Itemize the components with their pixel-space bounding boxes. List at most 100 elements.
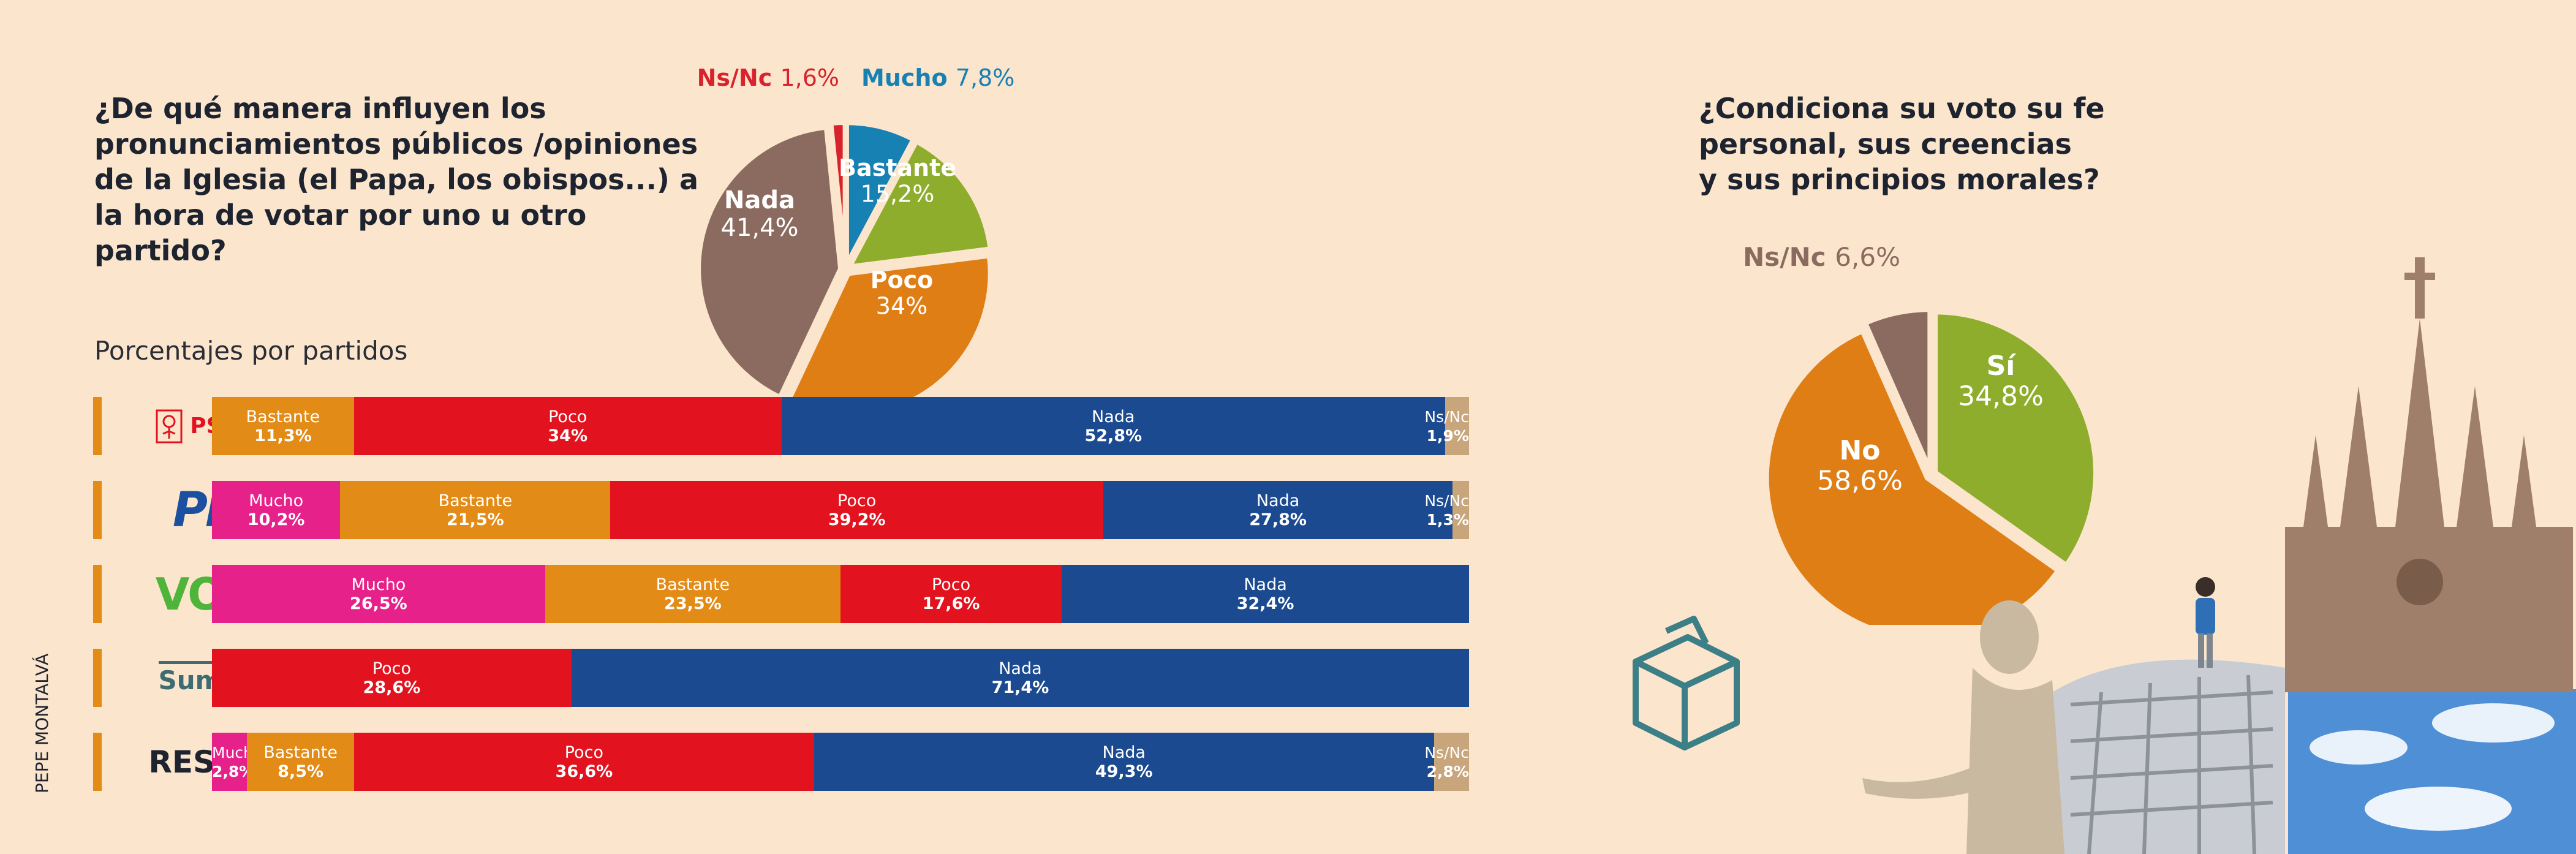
svg-text:Poco: Poco xyxy=(871,266,934,293)
psoe-rose-icon xyxy=(156,409,183,443)
bar-segment-nada: Nada 52,8% xyxy=(781,397,1445,455)
ballot-box-icon xyxy=(1633,616,1740,750)
pie-slice-s xyxy=(1933,309,2099,569)
bar-accent xyxy=(93,481,102,539)
question2-line: ¿Condiciona su voto su fe xyxy=(1699,92,2105,125)
svg-text:Sí: Sí xyxy=(1987,350,2017,382)
segment-label: Poco xyxy=(564,743,603,762)
bar-segment-poco: Poco 39,2% xyxy=(610,481,1103,539)
bar-row-vox: VOX Mucho 26,5% Bastante 23,5% Poco 17,6% Nada… xyxy=(93,565,1469,623)
bar-track: Bastante 11,3% Poco 34% Nada 52,8% Ns/Nc 1,9% xyxy=(212,397,1469,455)
bar-segment-mucho: Mucho 2,8% xyxy=(212,733,262,791)
segment-value: 8,5% xyxy=(278,761,324,781)
segment-value: 28,6% xyxy=(363,678,421,697)
bar-segment-mucho: Mucho 10,2% xyxy=(212,481,341,539)
cloud-icon xyxy=(2365,787,2512,831)
bar-segment-bastante: Bastante 21,5% xyxy=(340,481,611,539)
segment-label: Ns/Nc xyxy=(1424,491,1469,510)
segment-label: Bastante xyxy=(655,575,730,594)
segment-value: 34% xyxy=(548,426,588,445)
bar-segment-poco: Poco 36,6% xyxy=(353,733,814,791)
segment-label: Nada xyxy=(1244,575,1287,594)
pie-slice-nsnc xyxy=(828,120,848,265)
svg-text:No: No xyxy=(1839,435,1880,466)
bar-segment-nsnc: Ns/Nc 2,8% xyxy=(1424,733,1469,791)
person-icon xyxy=(2196,577,2215,668)
bar-segment-poco: Poco 28,6% xyxy=(212,649,572,707)
bar-segment-bastante: Bastante 23,5% xyxy=(545,565,840,623)
segment-label: Poco xyxy=(931,575,971,594)
segment-label: Poco xyxy=(372,659,412,678)
bar-segment-nada: Nada 49,3% xyxy=(814,733,1434,791)
svg-text:34%: 34% xyxy=(876,293,927,320)
segment-label: Mucho xyxy=(351,575,406,594)
bar-track: Poco 28,6% Nada 71,4% xyxy=(212,649,1469,707)
segment-label: Nada xyxy=(1256,491,1300,510)
svg-text:Bastante: Bastante xyxy=(839,154,956,181)
bar-segment-nsnc: Ns/Nc 1,9% xyxy=(1424,397,1469,455)
segment-value: 2,8% xyxy=(1426,762,1469,780)
pie-label: Ns/Nc 1,6% xyxy=(697,64,839,91)
cloud-icon xyxy=(2432,703,2555,743)
bar-row-sumar: Sumar Poco 28,6% Nada 71,4% xyxy=(93,649,1469,707)
segment-label: Bastante xyxy=(438,491,513,510)
svg-text:15,2%: 15,2% xyxy=(861,181,935,208)
svg-text:Ns/Nc 1,6%: Ns/Nc 1,6% xyxy=(697,64,839,91)
segment-value: 1,3% xyxy=(1426,510,1469,529)
pie-slice-mucho xyxy=(844,120,917,266)
bar-accent xyxy=(93,397,102,455)
question2-title: ¿Condiciona su voto su fe personal, sus … xyxy=(1699,91,2128,197)
svg-text:41,4%: 41,4% xyxy=(720,214,798,242)
segment-label: Nada xyxy=(999,659,1042,678)
bar-row-pp: PP Mucho 10,2% Bastante 21,5% Poco 39,2% Nada 2… xyxy=(93,481,1469,539)
bar-segment-mucho: Mucho 26,5% xyxy=(212,565,545,623)
segment-value: 27,8% xyxy=(1249,510,1307,529)
pie-label: Ns/Nc 6,6% xyxy=(1743,242,1900,272)
svg-text:Mucho 7,8%: Mucho 7,8% xyxy=(861,64,1014,91)
segment-value: 1,9% xyxy=(1426,426,1469,445)
bar-segment-nada: Nada 71,4% xyxy=(571,649,1469,707)
segment-value: 17,6% xyxy=(922,594,980,613)
bar-track: Mucho 26,5% Bastante 23,5% Poco 17,6% Nada 32,4… xyxy=(212,565,1469,623)
cathedral-icon xyxy=(2285,257,2573,692)
segment-value: 36,6% xyxy=(555,761,613,781)
bar-accent xyxy=(93,733,102,791)
segment-label: Bastante xyxy=(263,743,338,762)
bar-row-resto: RESTO Mucho 2,8% Bastante 8,5% Poco 36,6% Nada… xyxy=(93,733,1469,791)
segment-label: Bastante xyxy=(246,407,320,426)
segment-label: Nada xyxy=(1092,407,1135,426)
pie-slice-poco xyxy=(787,252,993,398)
statue-icon xyxy=(1862,600,2064,854)
pie-slice-bastante xyxy=(845,138,994,270)
bar-row-psoe: PSOE Bastante11,3%Poco34%Nada52,8%Ns/Nc1… xyxy=(93,397,1469,455)
bar-accent xyxy=(93,565,102,623)
question2-line: personal, sus creencias xyxy=(1699,127,2072,161)
bar-track: Mucho 2,8% Bastante 8,5% Poco 36,6% Nada 49,3% N… xyxy=(212,733,1469,791)
bar-segment-bastante: Bastante 8,5% xyxy=(247,733,354,791)
bar-segment-bastante: Bastante 11,3% xyxy=(212,397,354,455)
segment-value: 23,5% xyxy=(664,594,722,613)
svg-text:Ns/Nc 6,6%: Ns/Nc 6,6% xyxy=(1743,242,1900,272)
svg-text:58,6%: 58,6% xyxy=(1817,465,1903,496)
segment-value: 71,4% xyxy=(991,678,1049,697)
bar-segment-nsnc: Ns/Nc 1,3% xyxy=(1424,481,1469,539)
segment-value: 26,5% xyxy=(350,594,407,613)
building-icon xyxy=(2052,659,2285,854)
subtitle: Porcentajes por partidos xyxy=(94,336,408,366)
bar-segment-poco: Poco 17,6% xyxy=(840,565,1062,623)
bar-segment-nada: Nada 27,8% xyxy=(1103,481,1453,539)
segment-label: Poco xyxy=(837,491,877,510)
segment-label: Ns/Nc xyxy=(1424,743,1469,761)
bar-segment-nada: Nada 32,4% xyxy=(1062,565,1469,623)
segment-value: 39,2% xyxy=(828,510,886,529)
bar-accent xyxy=(93,649,102,707)
segment-value: 11,3% xyxy=(254,426,312,445)
segment-label: Poco xyxy=(548,407,587,426)
